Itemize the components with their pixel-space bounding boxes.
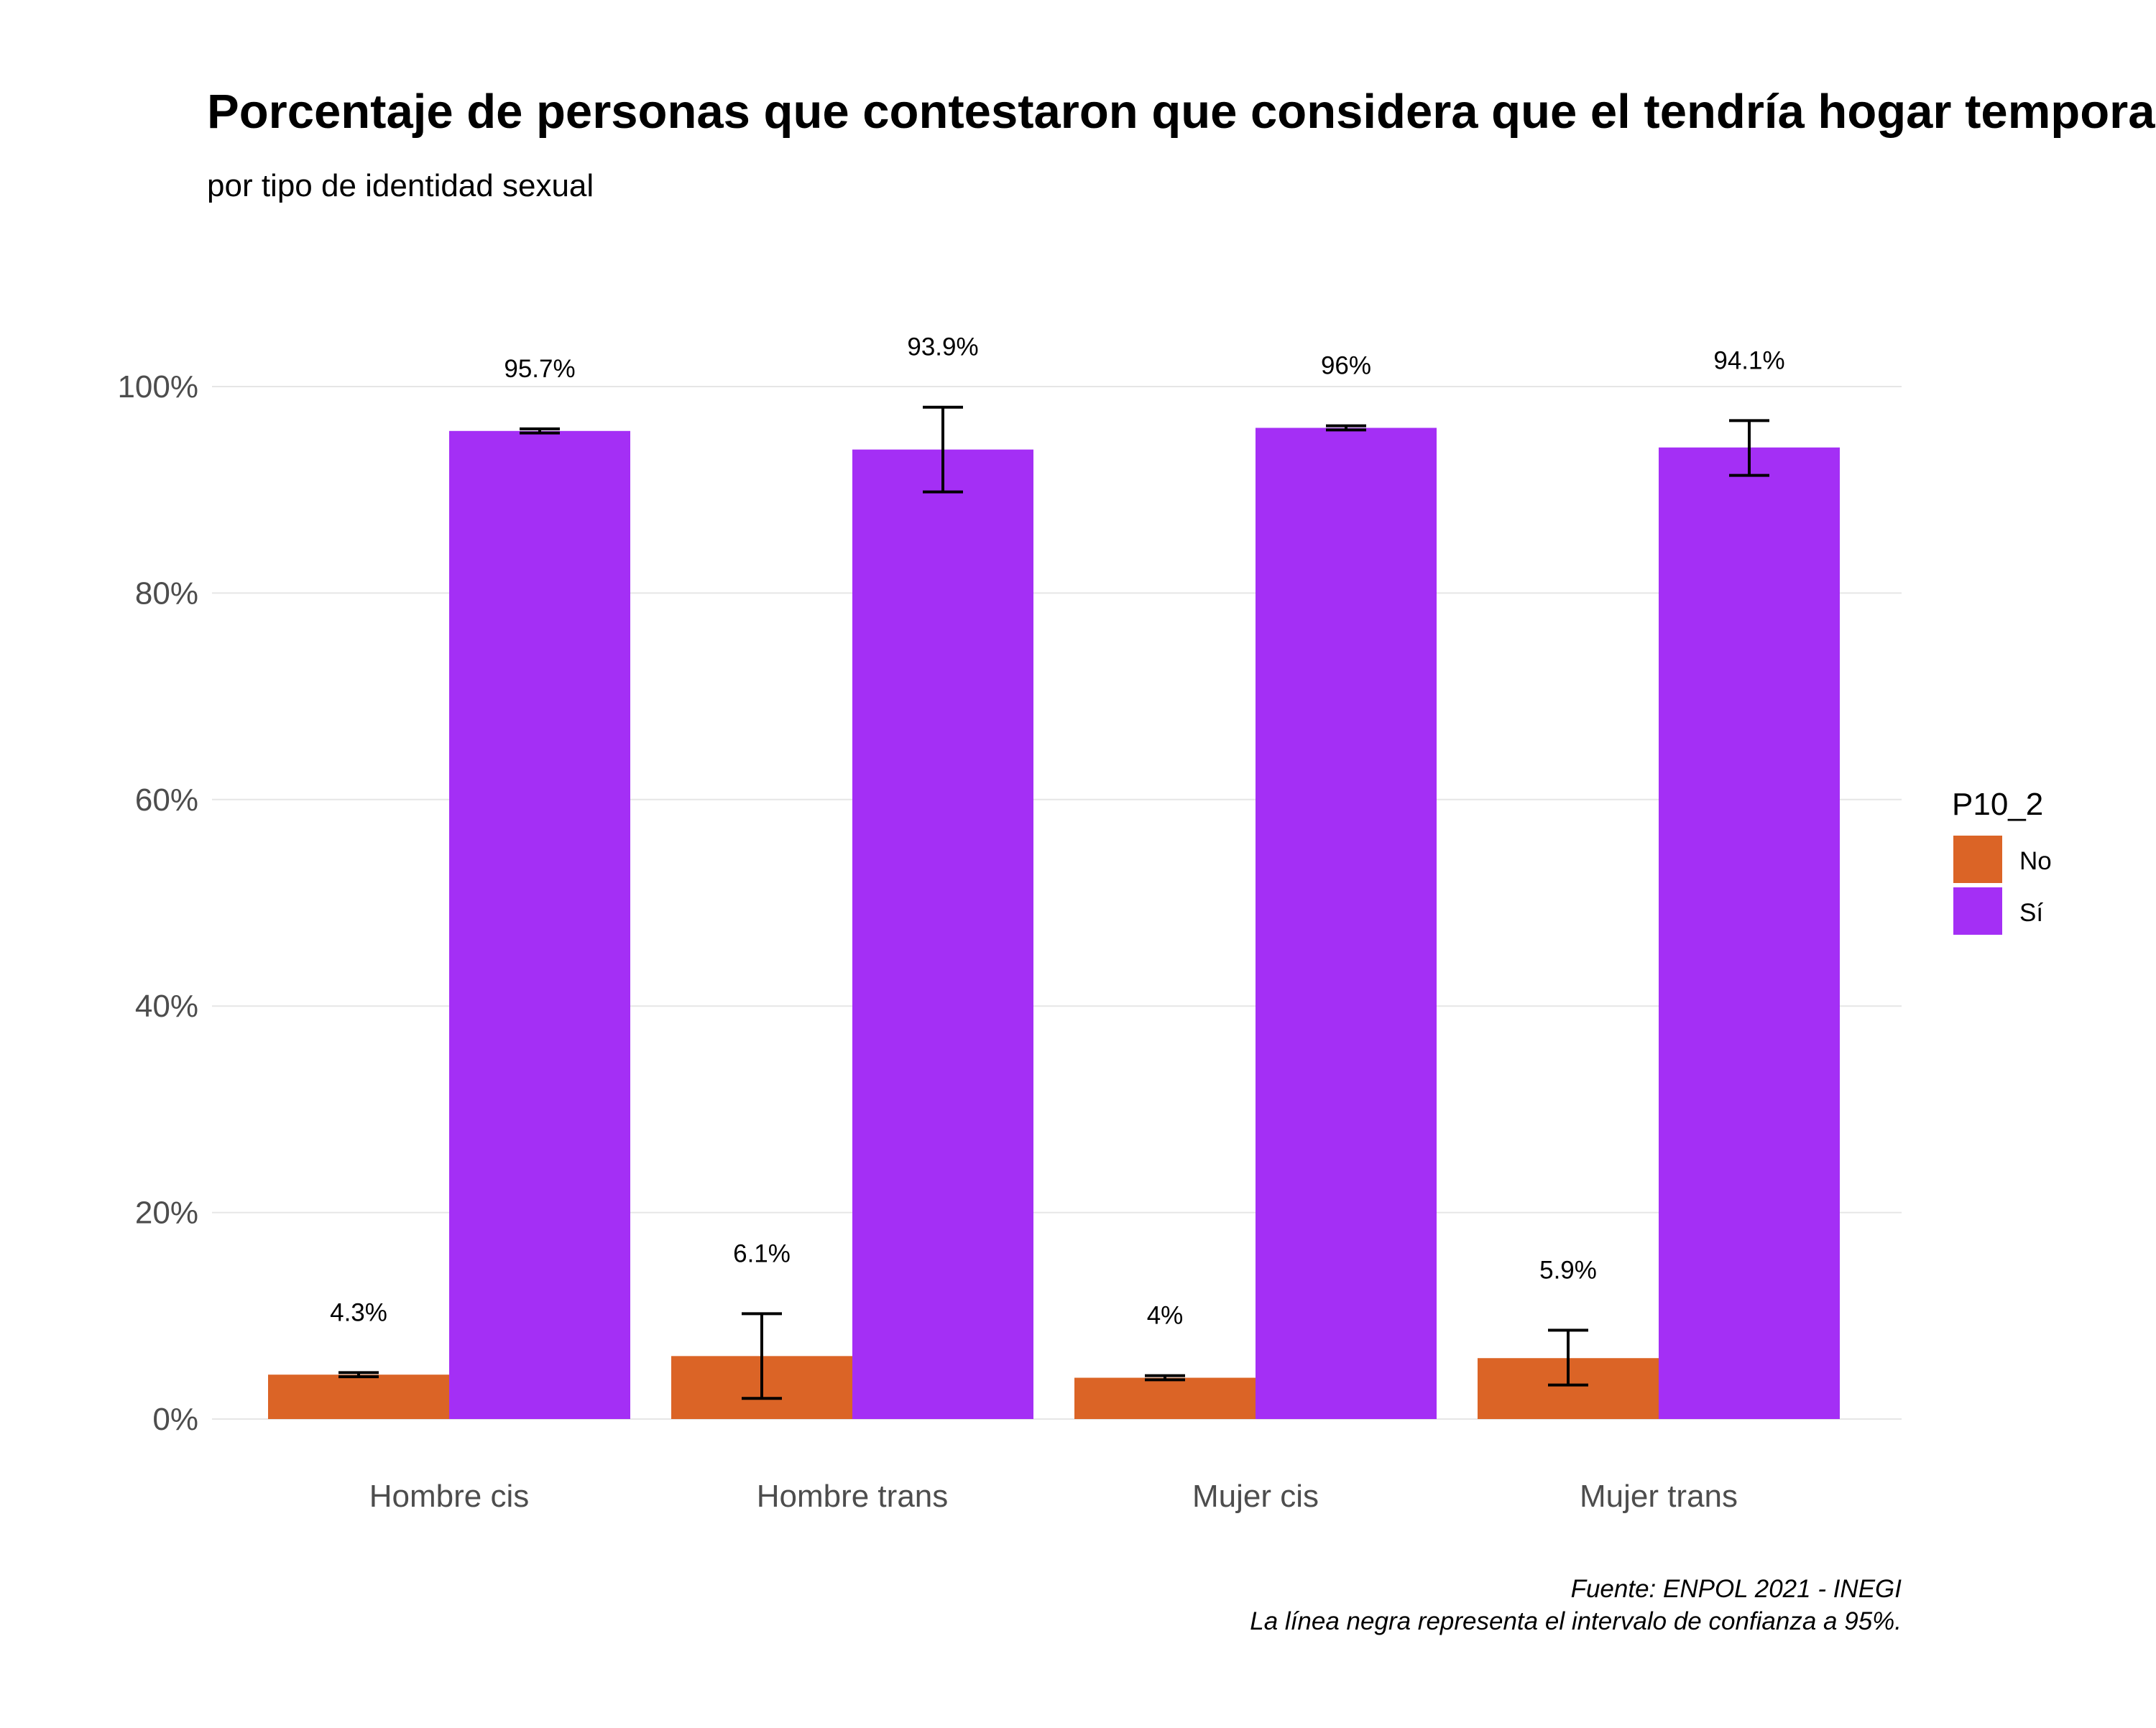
legend: P10_2 No Sí	[1952, 787, 2052, 935]
bar-no	[268, 1374, 449, 1419]
bar-si	[449, 430, 630, 1419]
error-bar	[1729, 419, 1769, 477]
data-label: 4%	[1147, 1302, 1184, 1330]
legend-swatch-si	[1953, 887, 2002, 935]
y-tick-label: 60%	[135, 782, 198, 818]
data-label: 94.1%	[1713, 346, 1784, 374]
x-tick-label: Hombre cis	[369, 1479, 530, 1514]
data-label: 6.1%	[733, 1239, 791, 1267]
chart-subtitle: por tipo de identidad sexual	[207, 168, 594, 203]
chart-title: Porcentaje de personas que contestaron q…	[207, 85, 2156, 139]
data-label: 4.3%	[330, 1298, 387, 1326]
bars	[268, 428, 1840, 1420]
legend-label-no: No	[2019, 847, 2052, 875]
y-tick-label: 80%	[135, 576, 198, 611]
error-bar	[1548, 1329, 1588, 1387]
error-bar	[520, 427, 560, 435]
caption-source: Fuente: ENPOL 2021 - INEGI	[1571, 1575, 1902, 1603]
legend-label-si: Sí	[2019, 899, 2043, 927]
error-bar	[742, 1312, 782, 1400]
bar-si	[1256, 428, 1437, 1419]
data-label: 93.9%	[907, 333, 978, 361]
data-label: 95.7%	[504, 355, 575, 383]
caption-note: La línea negra representa el intervalo d…	[1250, 1607, 1902, 1635]
error-bar	[338, 1371, 379, 1379]
legend-swatch-no	[1953, 836, 2002, 883]
data-label: 5.9%	[1539, 1256, 1597, 1284]
y-axis: 0% 20% 40% 60% 80% 100%	[117, 369, 198, 1437]
x-axis: Hombre cis Hombre trans Mujer cis Mujer tra…	[369, 1479, 1738, 1514]
x-tick-label: Mujer trans	[1580, 1479, 1738, 1514]
y-tick-label: 100%	[117, 369, 198, 405]
y-tick-label: 20%	[135, 1196, 198, 1231]
data-label: 96%	[1321, 352, 1371, 380]
x-tick-label: Hombre trans	[757, 1479, 949, 1514]
error-bar	[1145, 1374, 1185, 1382]
data-labels: 4.3% 6.1% 4% 5.9% 95.7% 93.9% 96% 94.1%	[330, 333, 1785, 1330]
error-bar	[1326, 424, 1366, 432]
bar-si	[852, 449, 1033, 1419]
error-bar	[923, 405, 963, 494]
y-tick-label: 40%	[135, 989, 198, 1024]
bar-no	[1074, 1377, 1256, 1419]
error-bars	[338, 405, 1769, 1400]
x-tick-label: Mujer cis	[1192, 1479, 1319, 1514]
legend-title: P10_2	[1952, 787, 2043, 822]
y-tick-label: 0%	[152, 1402, 198, 1437]
bar-si	[1659, 447, 1840, 1420]
